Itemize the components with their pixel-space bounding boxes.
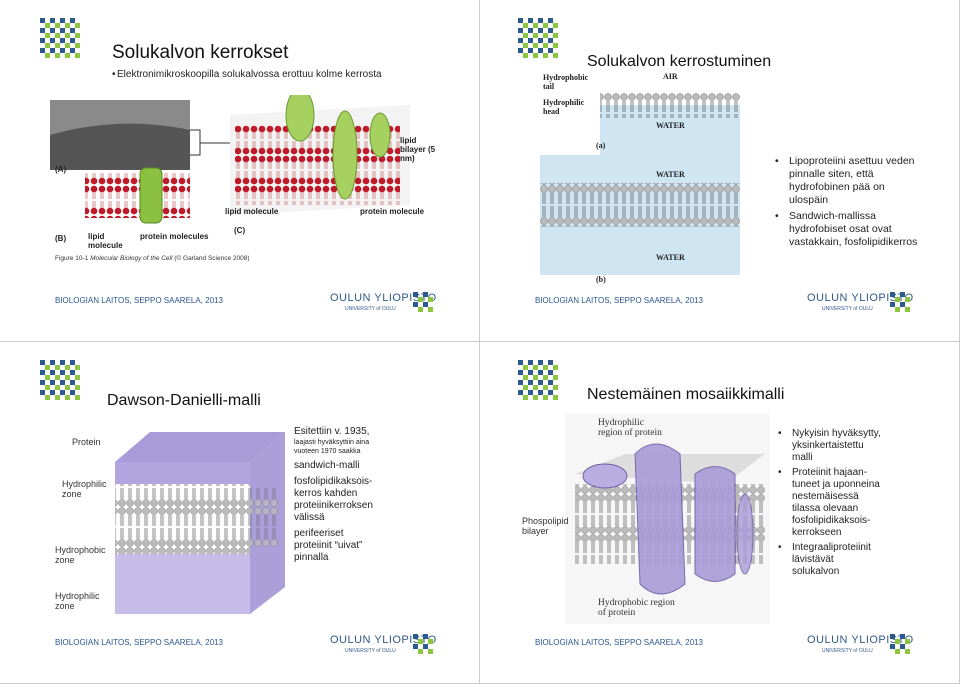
slide: Dawson-Danielli-malli Protein Hydrophili… [0, 342, 480, 684]
caption-text: (© Garland Science 2008) [174, 255, 250, 262]
slide: Solukalvon kerrokset Elektronimikroskoop… [0, 0, 480, 342]
caption-book: Molecular Biology of the Cell [90, 255, 173, 262]
figure-label: lipid molecule [225, 207, 279, 216]
figure-label: Hydrophobic region of protein [598, 598, 675, 618]
figure-label: protein molecules [140, 232, 209, 241]
bullet-list: Lipoproteiini asettuu veden pinnalle sit… [775, 155, 925, 252]
note-item: perifeeriset proteiinit “uivat” pinnalla [294, 528, 363, 563]
bullet: Proteiinit hajaan-tuneet ja uponneina ne… [778, 467, 883, 539]
figure-label: WATER [656, 253, 685, 262]
bullet: Elektronimikroskoopilla solukalvossa ero… [112, 68, 472, 81]
figure-label: lipid molecule [88, 232, 123, 250]
note-item: fosfolipidikaksois-kerros kahden proteii… [294, 476, 373, 523]
caption: Figure 10-1 Molecular Biology of the Cel… [55, 255, 250, 262]
notes: Esitettiin v. 1935, laajasti hyväksyttii… [294, 426, 384, 564]
bullet-list: Elektronimikroskoopilla solukalvossa ero… [112, 68, 472, 84]
note-small: laajasti hyväksyttiin aina vuoteen 1970 … [294, 439, 370, 455]
slide-title: Dawson-Danielli-malli [107, 392, 261, 409]
figure-label: Hydrophilic region of protein [598, 418, 662, 438]
caption-text: Figure 10-1 [55, 255, 89, 262]
zone-label: Protein [72, 437, 101, 447]
figure-label: (B) [55, 234, 67, 243]
figure-label: AIR [663, 72, 678, 81]
note-lead: Esitettiin v. 1935, [294, 426, 370, 437]
slide-title: Solukalvon kerrostuminen [587, 53, 772, 70]
figure-label: WATER [656, 121, 685, 130]
corner-logo [518, 18, 558, 58]
figure-label: WATER [656, 170, 685, 179]
logo-name: OULUN YLIOPISTO [330, 634, 437, 646]
logo-sub: UNIVERSITY of OULU [345, 306, 396, 312]
bullet: Integraaliproteiinit lävistävät solukalv… [778, 542, 883, 578]
logo-sub: UNIVERSITY of OULU [345, 648, 396, 654]
logo-name: OULUN YLIOPISTO [330, 292, 437, 304]
logo-sub: UNIVERSITY of OULU [822, 648, 873, 654]
logo-mark [413, 634, 433, 654]
zone-label: Hydrophobic zone [55, 545, 106, 565]
logo-mark [890, 634, 910, 654]
footer: BIOLOGIAN LAITOS, SEPPO SAARELA, 2013 [535, 296, 703, 305]
slide-title: Nestemäinen mosaiikkimalli [587, 386, 785, 403]
figure [50, 95, 410, 224]
corner-logo [518, 360, 558, 400]
figure [565, 414, 770, 624]
corner-logo [40, 18, 80, 58]
logo-mark [413, 292, 433, 312]
logo-sub: UNIVERSITY of OULU [822, 306, 873, 312]
figure-label: (b) [596, 275, 606, 284]
zone-label: Hydrophilic zone [55, 591, 100, 611]
footer: BIOLOGIAN LAITOS, SEPPO SAARELA, 2013 [535, 638, 703, 647]
logo-mark [890, 292, 910, 312]
figure-label: Hydrophilic head [543, 98, 585, 116]
zone-label: Hydrophilic zone [62, 479, 107, 499]
slide-title: Solukalvon kerrokset [112, 42, 289, 63]
logo-name: OULUN YLIOPISTO [807, 292, 914, 304]
figure-label: lipid bilayer (5 nm) [400, 136, 436, 163]
bullet: Lipoproteiini asettuu veden pinnalle sit… [775, 155, 925, 207]
figure-label: (A) [55, 165, 67, 174]
figure-label: Phospolipid bilayer [522, 516, 569, 536]
figure-label: (C) [234, 226, 246, 235]
slide: Solukalvon kerrostuminen Hydrophobic tai… [480, 0, 960, 342]
footer: BIOLOGIAN LAITOS, SEPPO SAARELA, 2013 [55, 638, 223, 647]
corner-logo [40, 360, 80, 400]
logo-name: OULUN YLIOPISTO [807, 634, 914, 646]
figure-label: Hydrophobic tail [543, 73, 589, 91]
bullet: Sandwich-mallissa hydrofobiset osat ovat… [775, 210, 925, 249]
footer: BIOLOGIAN LAITOS, SEPPO SAARELA, 2013 [55, 296, 223, 305]
figure [115, 432, 285, 614]
bullet-list: Nykyisin hyväksytty, yksinkertaistettu m… [778, 428, 883, 581]
bullet: Nykyisin hyväksytty, yksinkertaistettu m… [778, 428, 883, 464]
figure [540, 93, 740, 275]
slide: Nestemäinen mosaiikkimalli Hydrophilic r… [480, 342, 960, 684]
note-item: sandwich-malli [294, 460, 360, 471]
figure-label: (a) [596, 141, 606, 150]
figure-label: protein molecule [360, 207, 425, 216]
